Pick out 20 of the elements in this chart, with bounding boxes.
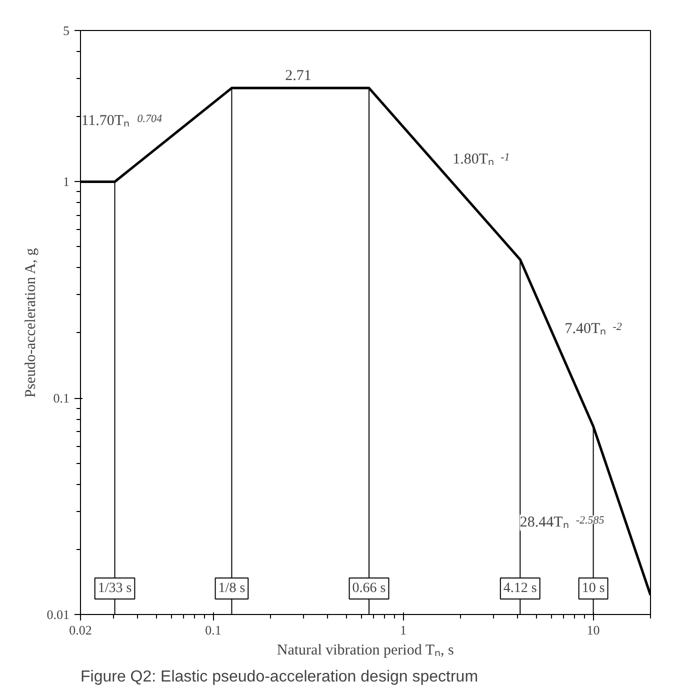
- x-axis-title: Natural vibration period Tₙ, s: [276, 642, 454, 658]
- x-tick-label: 0.02: [69, 622, 92, 638]
- ref-line-label: 4.12 s: [503, 581, 537, 596]
- y-tick-label: 1: [63, 174, 70, 190]
- y-axis-title: Pseudo-acceleration A, g: [22, 248, 39, 398]
- ref-line-label: 1/8 s: [218, 581, 246, 596]
- caption: Figure Q2: Elastic pseudo-acceleration design spectrum: [80, 668, 478, 686]
- y-tick-label: 0.1: [53, 390, 70, 406]
- y-tick-label: 5: [63, 23, 70, 38]
- annotation: 2.71: [285, 68, 312, 84]
- ref-line-label: 10 s: [582, 581, 605, 596]
- x-tick-label: 0.1: [205, 622, 222, 638]
- ref-line-label: 0.66 s: [352, 581, 386, 596]
- y-tick-label: 0.01: [46, 607, 70, 622]
- ref-line-label: 1/33 s: [98, 581, 132, 596]
- x-tick-label: 1: [400, 622, 407, 638]
- annotation: 28.44Tₙ-2.585: [520, 514, 605, 531]
- annotation: 1.80Tₙ-1: [452, 152, 510, 168]
- x-tick-label: 10: [586, 622, 600, 638]
- annotation: 7.40Tₙ-2: [564, 320, 622, 337]
